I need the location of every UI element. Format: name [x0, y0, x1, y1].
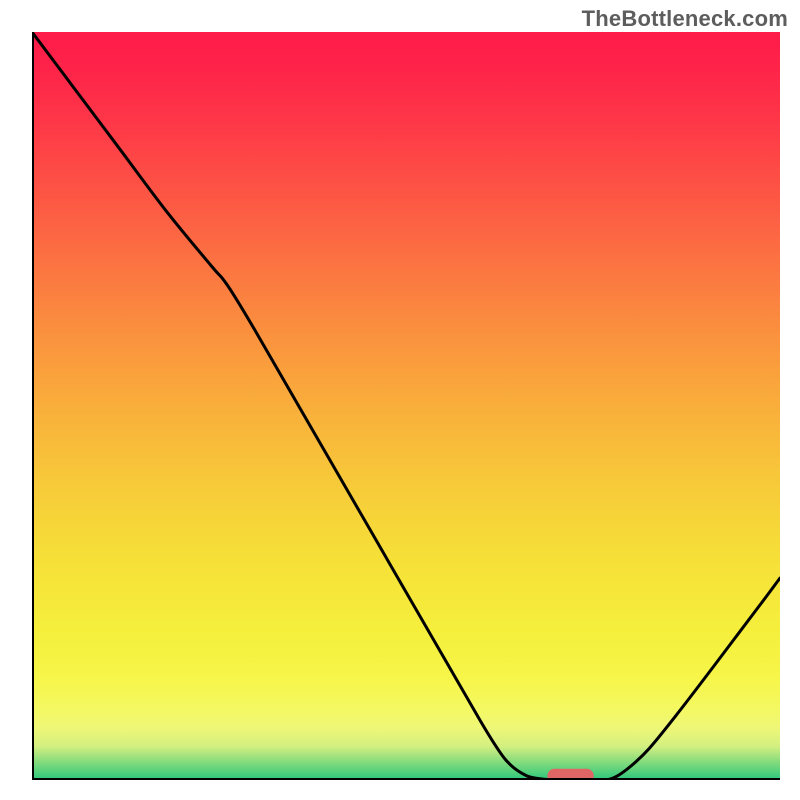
watermark-text: TheBottleneck.com — [582, 6, 788, 32]
chart-container: TheBottleneck.com — [0, 0, 800, 800]
chart-svg — [32, 32, 780, 780]
plot-area — [32, 32, 780, 780]
